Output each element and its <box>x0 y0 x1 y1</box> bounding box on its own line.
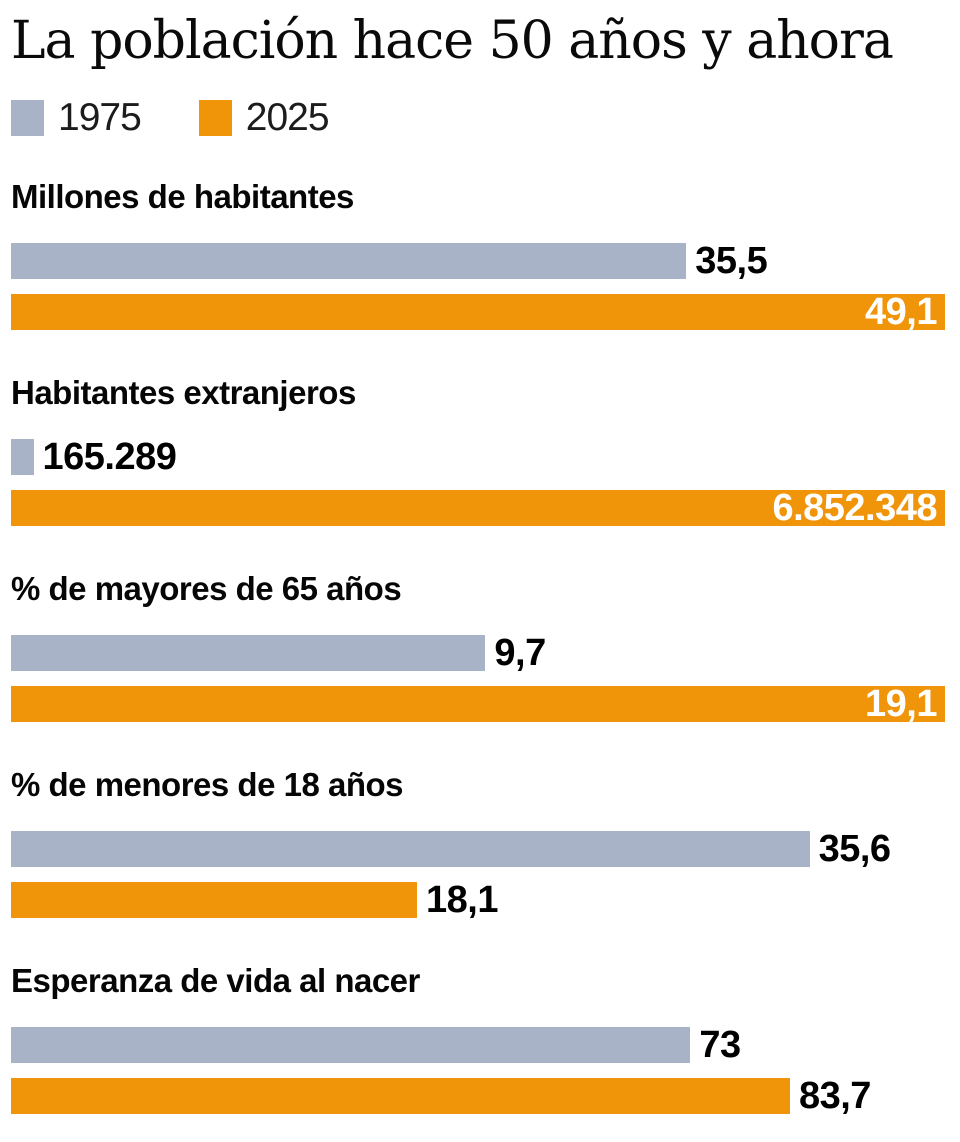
bar-2025 <box>11 882 417 918</box>
bar-value-label: 19,1 <box>865 683 937 725</box>
legend-swatch-1975 <box>11 99 44 136</box>
section-title: Esperanza de vida al nacer <box>11 962 420 999</box>
legend: 1975 2025 <box>11 96 945 139</box>
bar-2025 <box>11 1078 790 1114</box>
bar-value-label: 73 <box>699 1024 741 1066</box>
bar-value-label: 83,7 <box>798 1075 871 1117</box>
bar-row-2025: 19,1 <box>11 683 945 725</box>
section-title: Habitantes extranjeros <box>11 374 356 411</box>
bar-2025: 6.852.348 <box>11 487 945 529</box>
legend-item-1975: 1975 <box>11 96 142 139</box>
chart-section: Millones de habitantes 35,5 49,1 <box>11 178 945 333</box>
chart-section: Habitantes extranjeros 165.289 6.852.348 <box>11 374 945 529</box>
bar-value-label: 9,7 <box>494 632 546 674</box>
bar-1975 <box>11 1027 691 1063</box>
legend-label-2025: 2025 <box>245 96 330 139</box>
bar-value-label: 6.852.348 <box>772 487 937 529</box>
chart-section: % de mayores de 65 años 9,7 19,1 <box>11 570 945 725</box>
bar-row-2025: 18,1 <box>11 879 945 921</box>
bar-row-1975: 73 <box>11 1024 945 1066</box>
bar-2025: 19,1 <box>11 683 945 725</box>
bar-row-2025: 6.852.348 <box>11 487 945 529</box>
sections: Millones de habitantes 35,5 49,1 Habitan… <box>11 178 945 1117</box>
bar-1975 <box>11 439 34 475</box>
bar-row-2025: 49,1 <box>11 291 945 333</box>
legend-swatch-2025 <box>198 99 232 136</box>
bar-1975 <box>11 831 810 867</box>
chart-section: % de menores de 18 años 35,6 18,1 <box>11 766 945 921</box>
bar-row-1975: 35,5 <box>11 240 945 282</box>
bar-value-label: 35,5 <box>695 240 768 282</box>
bar-row-1975: 165.289 <box>11 436 945 478</box>
bar-row-1975: 9,7 <box>11 632 945 674</box>
legend-label-1975: 1975 <box>58 96 142 139</box>
bar-value-label: 165.289 <box>42 436 177 478</box>
chart-title: La población hace 50 años y ahora <box>11 11 894 71</box>
bar-row-2025: 83,7 <box>11 1075 945 1117</box>
chart-section: Esperanza de vida al nacer 73 83,7 <box>11 962 945 1117</box>
bar-value-label: 35,6 <box>818 828 891 870</box>
bar-row-1975: 35,6 <box>11 828 945 870</box>
legend-item-2025: 2025 <box>198 96 330 139</box>
bar-1975 <box>11 635 486 671</box>
bar-1975 <box>11 243 687 279</box>
bar-value-label: 49,1 <box>865 291 937 333</box>
section-title: % de mayores de 65 años <box>11 570 402 607</box>
population-infographic: La población hace 50 años y ahora 1975 2… <box>11 11 945 1117</box>
section-title: Millones de habitantes <box>11 178 354 215</box>
bar-2025: 49,1 <box>11 291 945 333</box>
bar-value-label: 18,1 <box>426 879 498 921</box>
section-title: % de menores de 18 años <box>11 766 404 803</box>
